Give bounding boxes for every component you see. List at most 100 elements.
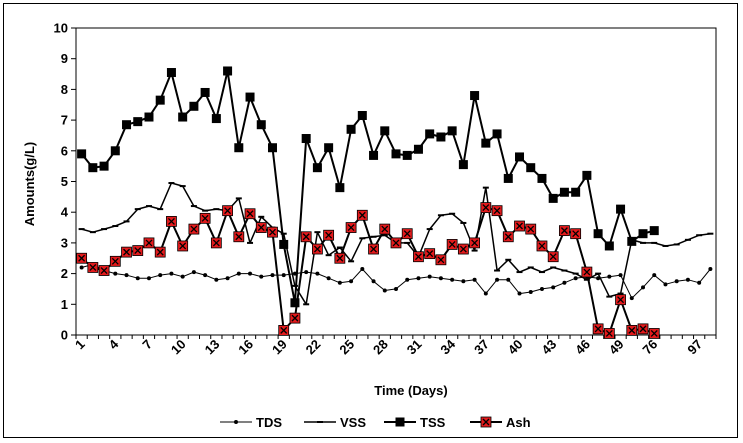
y-tick-label: 2	[61, 266, 68, 281]
data-point-tds	[214, 277, 219, 282]
data-point-ash	[525, 223, 537, 235]
legend-item-vss: VSS	[304, 415, 366, 430]
series-lines	[76, 66, 714, 339]
data-point-ash	[356, 209, 368, 221]
data-point-tss	[515, 152, 525, 162]
data-point-tds	[506, 277, 511, 282]
data-point-tss	[122, 120, 132, 130]
data-point-tds	[517, 291, 522, 296]
data-point-tss	[638, 229, 648, 239]
x-tick-label: 31	[404, 337, 425, 358]
y-tick-label: 6	[61, 143, 68, 158]
data-point-tds	[124, 273, 129, 278]
x-tick-label: 97	[684, 337, 705, 358]
data-point-tds	[450, 277, 455, 282]
data-point-ash	[502, 231, 514, 243]
y-tick-label: 5	[61, 174, 68, 189]
legend-item-tss: TSS	[384, 415, 446, 430]
y-tick-label: 7	[61, 113, 68, 128]
data-point-tds	[394, 286, 398, 291]
series-line-tss	[80, 70, 655, 304]
x-tick-label: 10	[168, 337, 189, 358]
data-point-tss	[503, 173, 513, 183]
data-point-ash	[143, 237, 155, 249]
data-point-tss	[189, 101, 199, 111]
data-point-tss	[559, 187, 569, 197]
data-point-tds	[135, 276, 140, 281]
x-tick-label: 25	[336, 337, 357, 358]
data-point-tds	[685, 277, 690, 282]
data-point-ash	[435, 254, 447, 266]
y-tick-label: 1	[61, 297, 68, 312]
data-point-ash	[210, 237, 222, 249]
data-point-tss	[425, 129, 435, 139]
data-point-tds	[607, 274, 612, 279]
data-point-ash	[637, 323, 649, 335]
y-tick-label: 4	[61, 205, 69, 220]
data-point-ash	[368, 243, 379, 255]
x-tick-label: 22	[303, 337, 324, 358]
data-point-ash	[581, 266, 593, 278]
data-point-tds	[169, 271, 174, 276]
data-point-tss	[245, 92, 255, 102]
data-point-ash	[222, 205, 233, 217]
y-axis-title: Amounts(g/L)	[22, 142, 37, 226]
data-point-tds	[270, 273, 275, 278]
data-point-ash	[592, 323, 604, 335]
data-point-tss	[436, 132, 446, 142]
data-point-tss	[211, 114, 221, 124]
data-point-ash	[188, 223, 200, 235]
data-point-tds	[416, 276, 421, 281]
data-point-ash	[267, 226, 278, 238]
data-point-tss	[88, 163, 98, 173]
series-line-ash	[80, 206, 655, 335]
data-point-tss	[571, 187, 581, 197]
x-tick-label: 43	[538, 337, 559, 358]
data-point-ash	[166, 216, 177, 227]
legend-label: Ash	[506, 415, 531, 430]
series-line-tds	[81, 263, 711, 299]
data-point-ash	[244, 208, 256, 220]
data-point-tds	[495, 277, 500, 282]
data-point-tss	[166, 68, 176, 78]
data-point-tds	[337, 280, 342, 285]
data-point-ash	[559, 225, 570, 237]
y-tick-label: 3	[61, 235, 68, 250]
data-point-tss	[458, 160, 468, 170]
data-point-tss	[627, 236, 637, 246]
data-point-ash	[345, 222, 357, 233]
chart-frame: 0 1 2 3 4 5 6 7 8 9 10 1 4 7 10 13 16 19 22 25 28 31 34 37 40 43…	[3, 3, 738, 438]
data-point-tss	[324, 143, 334, 153]
data-point-tds	[191, 270, 196, 275]
x-tick-label: 28	[370, 337, 391, 358]
x-axis: 1 4 7 10 13 16 19 22 25 28 31 34 37 40 43 46 49 76 97	[72, 335, 717, 358]
data-point-tss	[357, 110, 367, 120]
data-point-ash	[413, 251, 424, 263]
data-point-tss	[279, 239, 289, 249]
data-point-tds	[248, 271, 253, 276]
y-tick-label: 0	[61, 328, 68, 343]
data-point-tss	[223, 66, 233, 76]
data-point-tds	[483, 291, 488, 296]
data-point-ash	[457, 243, 469, 255]
data-point-tss	[133, 117, 143, 127]
x-tick-label: 34	[437, 336, 458, 357]
x-tick-label: 49	[606, 337, 627, 358]
legend-marker	[480, 416, 492, 428]
x-tick-label: 1	[72, 337, 88, 353]
y-tick-label: 9	[61, 51, 68, 66]
data-point-tds	[146, 276, 151, 281]
data-point-tss	[290, 298, 300, 308]
data-point-ash	[300, 231, 312, 243]
data-point-tds	[203, 273, 208, 278]
data-point-ash	[177, 240, 189, 252]
series-vss	[78, 182, 714, 306]
data-point-tss	[582, 170, 592, 180]
data-point-tds	[236, 271, 241, 276]
x-tick-label: 7	[139, 337, 155, 353]
data-point-tss	[616, 204, 626, 214]
data-point-tds	[697, 280, 702, 285]
data-point-tss	[110, 146, 120, 156]
data-point-ash	[109, 255, 121, 267]
data-point-tds	[528, 290, 533, 295]
